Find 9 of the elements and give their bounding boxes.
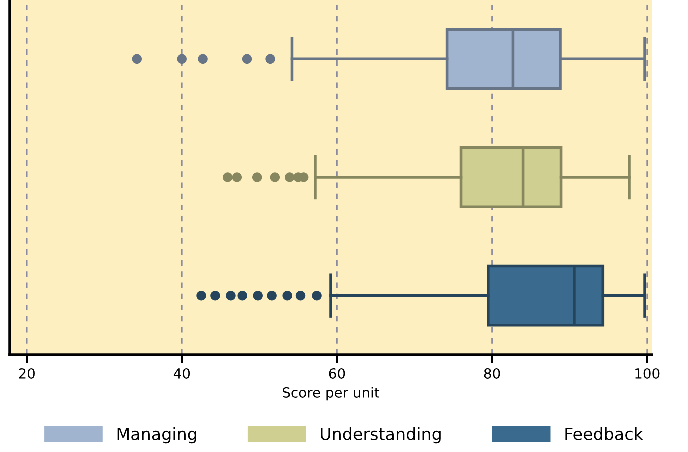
- x-tick-label: 60: [329, 368, 346, 379]
- x-axis-title: Score per unit: [283, 387, 380, 401]
- x-tick-label: 100: [636, 368, 660, 379]
- legend-label: Understanding: [321, 428, 441, 444]
- x-tick-label: 80: [484, 368, 500, 379]
- legend-label: Feedback: [566, 428, 644, 440]
- legend-label: Managing: [118, 428, 196, 444]
- x-tick-label: 20: [19, 368, 35, 379]
- x-tick-label: 40: [174, 368, 190, 379]
